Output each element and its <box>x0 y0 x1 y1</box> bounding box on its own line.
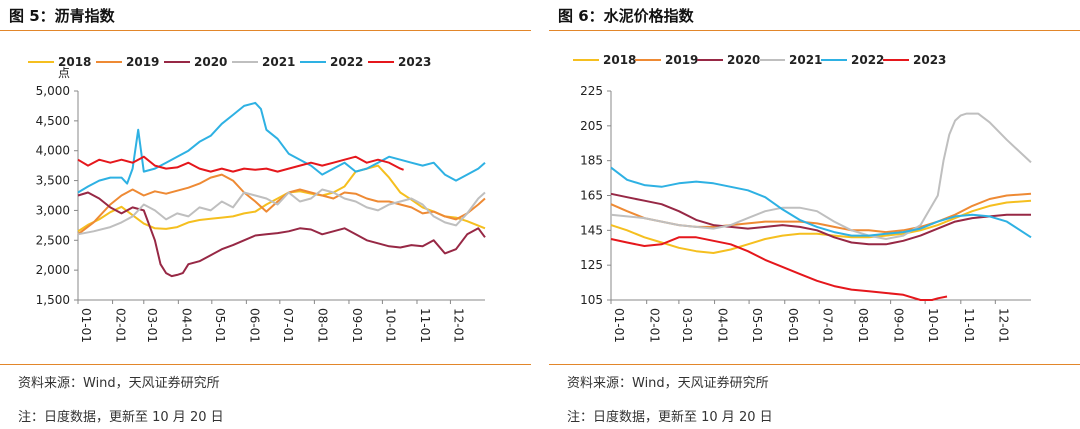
title-rule <box>0 30 531 31</box>
source-text: 资料来源：Wind，天风证券研究所 <box>18 376 220 391</box>
cement-figure-panel: 图 6：水泥价格指数 2018 2019 2020 2021 2022 2023 105 12… <box>549 0 1080 429</box>
y-tick-label: 3,000 <box>36 203 70 217</box>
legend-label-2023: 2023 <box>913 53 946 67</box>
x-tick-label: 12-01 <box>451 308 465 343</box>
x-tick-label: 07-01 <box>281 308 295 343</box>
series-line-2022 <box>610 166 1032 239</box>
y-tick-label: 4,500 <box>36 114 70 128</box>
y-tick-label: 205 <box>580 119 603 133</box>
legend-label-2018: 2018 <box>58 55 91 69</box>
legend-label-2022: 2022 <box>330 55 363 69</box>
x-tick-label: 03-01 <box>680 308 694 343</box>
series-line-2023 <box>610 236 948 301</box>
legend-label-2023: 2023 <box>398 55 431 69</box>
y-tick-label: 125 <box>580 258 603 272</box>
y-tick-label: 2,500 <box>36 233 70 247</box>
series-line-2018 <box>610 199 1032 254</box>
asphalt-index-chart: 2018 2019 2020 2021 2022 2023 点 1,500 2,000 2,500… <box>28 55 486 343</box>
series-line-2020 <box>77 191 486 278</box>
x-tick-label: 01-01 <box>612 308 626 343</box>
series-line-2019 <box>77 173 486 236</box>
y-axis-unit: 点 <box>58 66 70 80</box>
y-tick-label: 3,500 <box>36 174 70 188</box>
legend-label-2020: 2020 <box>727 53 760 67</box>
y-tick-label: 185 <box>580 154 603 168</box>
x-tick-label: 07-01 <box>820 308 834 343</box>
series-line-2023 <box>77 155 404 173</box>
cement-price-index-chart: 2018 2019 2020 2021 2022 2023 105 125 145 165 185 2… <box>573 53 1032 343</box>
series-line-2020 <box>610 192 1031 246</box>
x-tick-label: 08-01 <box>856 308 870 343</box>
legend-label-2022: 2022 <box>851 53 884 67</box>
x-tick-label: 03-01 <box>145 308 159 343</box>
source-text: 资料来源：Wind，天风证券研究所 <box>567 376 769 391</box>
x-tick-label: 02-01 <box>648 308 662 343</box>
figure-title: 图 5：沥青指数 <box>9 7 115 25</box>
x-tick-label: 09-01 <box>892 308 906 343</box>
footer-rule <box>549 364 1080 365</box>
x-tick-label: 06-01 <box>247 308 261 343</box>
x-tick-label: 06-01 <box>786 308 800 343</box>
y-tick-label: 4,000 <box>36 144 70 158</box>
legend-label-2021: 2021 <box>262 55 295 69</box>
x-tick-label: 10-01 <box>926 308 940 343</box>
series-line-2022 <box>77 101 486 194</box>
y-tick-label: 225 <box>580 84 603 98</box>
note-text: 注：日度数据，更新至 10 月 20 日 <box>567 410 773 425</box>
legend-label-2019: 2019 <box>665 53 698 67</box>
x-tick-label: 12-01 <box>996 308 1010 343</box>
y-tick-label: 105 <box>580 293 603 307</box>
title-rule <box>549 30 1080 31</box>
legend-label-2019: 2019 <box>126 55 159 69</box>
y-tick-label: 145 <box>580 223 603 237</box>
y-tick-label: 2,000 <box>36 263 70 277</box>
x-tick-label: 02-01 <box>114 308 128 343</box>
x-tick-label: 05-01 <box>750 308 764 343</box>
x-tick-label: 05-01 <box>213 308 227 343</box>
series-line-2021 <box>77 188 486 236</box>
x-tick-label: 11-01 <box>418 308 432 343</box>
asphalt-figure-panel: 图 5：沥青指数 2018 2019 2020 2021 2022 2023 点 1,500 2… <box>0 0 531 429</box>
footer-rule <box>0 364 531 365</box>
x-tick-label: 10-01 <box>383 308 397 343</box>
x-tick-label: 08-01 <box>315 308 329 343</box>
legend-label-2020: 2020 <box>194 55 227 69</box>
x-tick-label: 09-01 <box>350 308 364 343</box>
y-tick-label: 165 <box>580 189 603 203</box>
y-tick-label: 1,500 <box>36 293 70 307</box>
x-tick-label: 04-01 <box>179 308 193 343</box>
y-tick-label: 5,000 <box>36 84 70 98</box>
legend-label-2018: 2018 <box>603 53 636 67</box>
x-tick-label: 04-01 <box>716 308 730 343</box>
x-tick-label: 11-01 <box>962 308 976 343</box>
legend-label-2021: 2021 <box>789 53 822 67</box>
series-line-2018 <box>77 164 486 233</box>
note-text: 注：日度数据，更新至 10 月 20 日 <box>18 410 224 425</box>
figure-title: 图 6：水泥价格指数 <box>558 7 694 25</box>
series-line-2021 <box>610 112 1032 240</box>
x-tick-label: 01-01 <box>79 308 93 343</box>
